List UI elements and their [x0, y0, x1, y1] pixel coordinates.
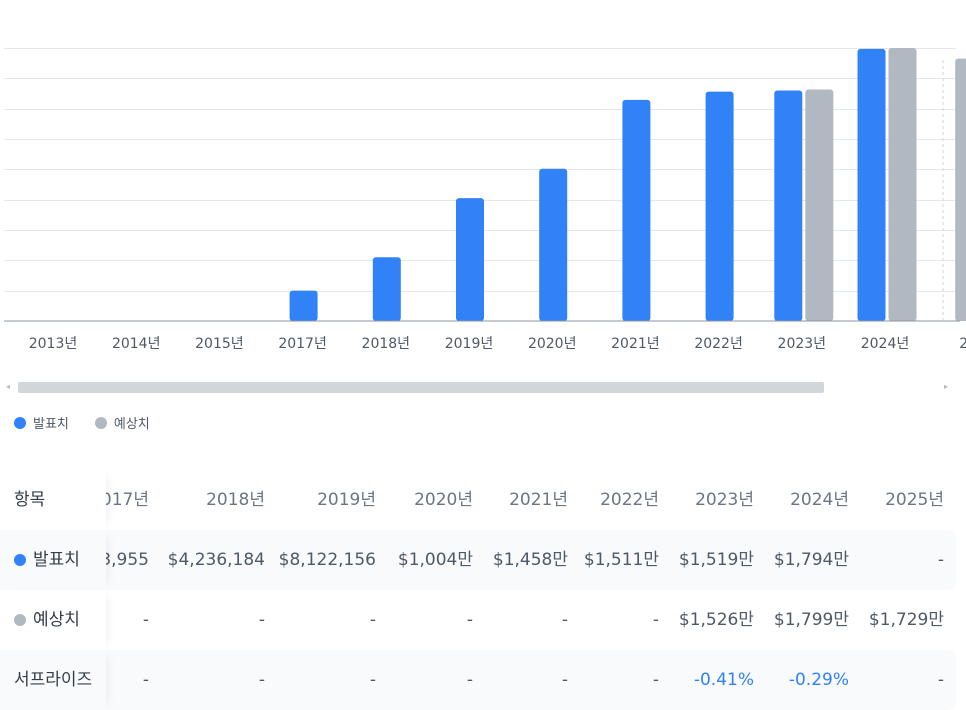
bar-estimate[interactable]: [805, 89, 834, 321]
table-cell: $8,122,156: [278, 550, 376, 570]
bar-actual[interactable]: [622, 99, 651, 322]
table-cell: -: [258, 670, 265, 690]
x-tick-label: 2017년: [278, 336, 327, 352]
bar-actual[interactable]: [705, 91, 734, 322]
table-cell: -0.41%: [693, 670, 754, 690]
bar-actual[interactable]: [539, 168, 568, 321]
chart-legend: 발표치 예상치: [14, 413, 150, 432]
table-cell: -: [561, 670, 568, 690]
table-cell: -: [937, 550, 944, 570]
x-tick-label: 2013년: [29, 336, 78, 352]
x-tick-label: 2020년: [528, 336, 577, 352]
x-tick-label: 2024년: [861, 336, 910, 352]
bar-actual[interactable]: [857, 48, 886, 321]
x-tick-label: 2022년: [694, 336, 743, 352]
table-cell: -0.29%: [788, 670, 849, 690]
bar-estimate[interactable]: [955, 58, 966, 321]
table-cell: -: [652, 670, 659, 690]
table-cell: $1,794만: [773, 550, 849, 570]
table-cell: $1,519만: [678, 550, 754, 570]
legend-item-estimate[interactable]: 예상치: [94, 413, 150, 432]
table-cell: -: [937, 670, 944, 690]
x-tick-label: 2015년: [195, 336, 244, 352]
legend-label-actual: 발표치: [33, 417, 69, 432]
table-cell: -: [561, 610, 568, 630]
table-header-cell: 2024년: [790, 490, 849, 510]
scroll-right-arrow-icon[interactable]: ▸: [944, 382, 949, 391]
table-cell: -: [258, 610, 265, 630]
bar-estimate[interactable]: [888, 48, 917, 321]
chart-grid: [4, 48, 956, 292]
bar-actual[interactable]: [372, 257, 401, 321]
row-label-surprise: 서프라이즈: [0, 650, 106, 710]
scroll-left-arrow-icon[interactable]: ◂: [6, 382, 11, 391]
bar-actual[interactable]: [289, 290, 318, 321]
table-header-cell: 2023년: [695, 490, 754, 510]
table-cell: $4,236,184: [167, 550, 265, 570]
bar-actual[interactable]: [774, 90, 803, 321]
x-tick-label: 2018년: [362, 336, 411, 352]
row-label-estimate: 예상치: [0, 590, 106, 650]
table-cell: $1,004만: [397, 550, 473, 570]
table-cell: -: [466, 670, 473, 690]
legend-item-actual[interactable]: 발표치: [14, 413, 69, 432]
table-cell: -: [142, 610, 149, 630]
legend-label-estimate: 예상치: [113, 417, 150, 432]
row-dot-actual: [14, 554, 26, 566]
table-header-label: 항목: [0, 470, 106, 530]
table-header-cell: 2019년: [317, 490, 376, 510]
chart-bars: [289, 48, 966, 322]
table-row-actual: $3,955 $4,236,184 $8,122,156 $1,004만 $1,458만…: [0, 530, 956, 590]
table-cell: $1,799만: [773, 610, 849, 630]
table-cell: $1,526만: [678, 610, 754, 630]
x-tick-label: 20: [959, 336, 966, 352]
table-cell: -: [369, 670, 376, 690]
table-header-row: 2017년 2018년 2019년 2020년 2021년 2022년 2023년 2024년…: [0, 470, 956, 530]
bar-chart: 2013년 2014년 2015년 2017년 2018년 2019년 2020년 2021년…: [4, 48, 966, 352]
chart-scrollbar-thumb[interactable]: [18, 382, 824, 393]
x-axis-ticks: 2013년 2014년 2015년 2017년 2018년 2019년 2020년 2021년…: [29, 336, 966, 352]
x-tick-label: 2019년: [445, 336, 494, 352]
table-cell: -: [466, 610, 473, 630]
table-row-surprise: - - - - - - -0.41% -0.29% - 서프라이즈: [0, 650, 956, 710]
table-cell: $1,729만: [868, 610, 944, 630]
table-cell: -: [369, 610, 376, 630]
table-header-cell: 2025년: [885, 490, 944, 510]
x-tick-label: 2014년: [112, 336, 161, 352]
table-header-cell: 2018년: [206, 490, 265, 510]
table-header-cell: 2022년: [600, 490, 659, 510]
table-header-cell: 2021년: [509, 490, 568, 510]
table-cell: -: [652, 610, 659, 630]
row-dot-estimate: [14, 614, 26, 626]
table-row-estimate: - - - - - - $1,526만 $1,799만 $1,729만 예상치: [0, 590, 956, 650]
row-label-actual: 발표치: [0, 530, 106, 590]
table-cell: $1,511만: [583, 550, 659, 570]
x-tick-label: 2021년: [611, 336, 660, 352]
table-header-cell: 2020년: [414, 490, 473, 510]
x-tick-label: 2023년: [778, 336, 827, 352]
legend-dot-actual: [14, 416, 26, 429]
table-cell: $1,458만: [492, 550, 568, 570]
table-cell: -: [142, 670, 149, 690]
legend-dot-estimate: [94, 416, 107, 429]
bar-actual[interactable]: [456, 198, 484, 321]
data-table: 2017년 2018년 2019년 2020년 2021년 2022년 2023년 2024년…: [0, 470, 956, 710]
